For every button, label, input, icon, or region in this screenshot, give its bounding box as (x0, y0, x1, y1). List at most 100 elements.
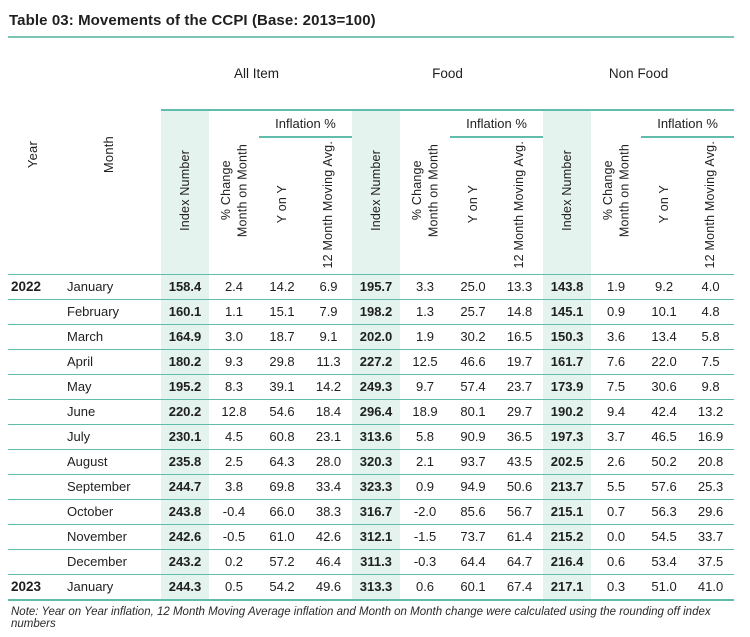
cell-food-index: 323.3 (352, 473, 401, 499)
cell-nonfood-index: 145.1 (543, 298, 592, 324)
cell-nonfood-mom: 7.6 (591, 348, 642, 374)
cell-all-mom: 3.0 (209, 323, 259, 349)
cell-food-yony: 46.6 (450, 348, 497, 374)
cell-nonfood-index: 217.1 (543, 573, 592, 600)
cell-all-avg: 28.0 (305, 448, 353, 474)
table-row: September 244.7 3.8 69.8 33.4 323.3 0.9 94.9 50.… (8, 473, 735, 499)
inflation-header-all-item: Inflation % (259, 109, 353, 138)
cell-food-index: 198.2 (352, 298, 401, 324)
cell-nonfood-yony: 53.4 (641, 548, 688, 574)
cell-all-index: 244.3 (161, 573, 209, 600)
cell-all-avg: 7.9 (305, 298, 353, 324)
cell-year (8, 323, 58, 349)
cell-nonfood-mom: 2.6 (591, 448, 642, 474)
cell-year (8, 548, 58, 574)
cell-food-mom: 5.8 (400, 423, 451, 449)
table-body: 2022 January 158.4 2.4 14.2 6.9 195.7 3.3 25.0 13… (8, 273, 735, 600)
cell-all-yony: 69.8 (259, 473, 305, 499)
cell-nonfood-avg: 29.6 (687, 498, 735, 524)
cell-nonfood-avg: 7.5 (687, 348, 735, 374)
cell-all-avg: 14.2 (305, 373, 353, 399)
cell-year (8, 298, 58, 324)
month-column-label: Month (101, 135, 117, 173)
cell-month: October (58, 498, 161, 524)
cell-year (8, 523, 58, 549)
cell-all-index: 220.2 (161, 398, 209, 424)
cell-nonfood-mom: 3.7 (591, 423, 642, 449)
cell-all-index: 242.6 (161, 523, 209, 549)
cell-all-avg: 6.9 (305, 273, 353, 299)
month-column-header: Month (58, 38, 161, 274)
table-row: April 180.2 9.3 29.8 11.3 227.2 12.5 46.6 19.7 16… (8, 348, 735, 374)
cell-all-yony: 54.6 (259, 398, 305, 424)
cell-nonfood-index: 190.2 (543, 398, 592, 424)
yony-header-food: Y on Y (465, 185, 480, 224)
cell-nonfood-yony: 51.0 (641, 573, 688, 600)
cell-all-yony: 66.0 (259, 498, 305, 524)
cell-all-yony: 60.8 (259, 423, 305, 449)
cell-all-avg: 33.4 (305, 473, 353, 499)
cell-nonfood-yony: 13.4 (641, 323, 688, 349)
cell-food-yony: 25.7 (450, 298, 497, 324)
cell-food-mom: 9.7 (400, 373, 451, 399)
group-header-food: Food (432, 66, 463, 81)
cell-nonfood-mom: 7.5 (591, 373, 642, 399)
index-number-header-non-food: Index Number (543, 109, 592, 274)
sub-header-row: Index Number % Change Month on Month Inf… (8, 109, 735, 274)
cell-year: 2023 (8, 573, 58, 600)
cell-month: March (58, 323, 161, 349)
cell-all-index: 244.7 (161, 473, 209, 499)
cell-food-index: 195.7 (352, 273, 401, 299)
moving-avg-header-non-food: 12 Month Moving Avg. (703, 140, 718, 268)
cell-all-index: 235.8 (161, 448, 209, 474)
cell-food-mom: 1.3 (400, 298, 451, 324)
cell-month: September (58, 473, 161, 499)
cell-nonfood-avg: 13.2 (687, 398, 735, 424)
cell-nonfood-yony: 9.2 (641, 273, 688, 299)
cell-nonfood-avg: 16.9 (687, 423, 735, 449)
cell-nonfood-avg: 9.8 (687, 373, 735, 399)
index-number-header-all-item: Index Number (161, 109, 209, 274)
cell-all-yony: 54.2 (259, 573, 305, 600)
cell-food-mom: -2.0 (400, 498, 451, 524)
cell-year (8, 398, 58, 424)
inflation-header-non-food: Inflation % (641, 109, 735, 138)
cell-all-avg: 46.4 (305, 548, 353, 574)
cell-food-yony: 25.0 (450, 273, 497, 299)
table-row: July 230.1 4.5 60.8 23.1 313.6 5.8 90.9 36.5 197.… (8, 423, 735, 449)
index-number-header-food: Index Number (352, 109, 401, 274)
cell-nonfood-index: 197.3 (543, 423, 592, 449)
cell-food-yony: 73.7 (450, 523, 497, 549)
cell-nonfood-mom: 0.0 (591, 523, 642, 549)
table-row: October 243.8 -0.4 66.0 38.3 316.7 -2.0 85.6 56.… (8, 498, 735, 524)
cell-all-mom: 1.1 (209, 298, 259, 324)
cell-food-mom: 0.6 (400, 573, 451, 600)
cell-nonfood-avg: 5.8 (687, 323, 735, 349)
inflation-header-food: Inflation % (450, 109, 544, 138)
cell-food-index: 312.1 (352, 523, 401, 549)
cell-food-yony: 80.1 (450, 398, 497, 424)
cell-nonfood-mom: 0.6 (591, 548, 642, 574)
cell-nonfood-mom: 0.3 (591, 573, 642, 600)
cell-food-yony: 57.4 (450, 373, 497, 399)
cell-month: January (58, 273, 161, 299)
cell-all-index: 180.2 (161, 348, 209, 374)
cell-all-avg: 23.1 (305, 423, 353, 449)
cell-nonfood-avg: 41.0 (687, 573, 735, 600)
cell-all-index: 243.2 (161, 548, 209, 574)
table-row: March 164.9 3.0 18.7 9.1 202.0 1.9 30.2 16.5 150.… (8, 323, 735, 349)
cell-nonfood-mom: 5.5 (591, 473, 642, 499)
cell-all-mom: 8.3 (209, 373, 259, 399)
footnote: Note: Year on Year inflation, 12 Month M… (11, 605, 711, 630)
cell-nonfood-mom: 1.9 (591, 273, 642, 299)
cell-food-avg: 16.5 (496, 323, 544, 349)
yony-header-non-food: Y on Y (656, 185, 671, 224)
cell-food-avg: 61.4 (496, 523, 544, 549)
cell-food-yony: 64.4 (450, 548, 497, 574)
cell-all-index: 164.9 (161, 323, 209, 349)
table-row: August 235.8 2.5 64.3 28.0 320.3 2.1 93.7 43.5 20… (8, 448, 735, 474)
cell-nonfood-index: 215.2 (543, 523, 592, 549)
cell-food-index: 311.3 (352, 548, 401, 574)
cell-food-index: 296.4 (352, 398, 401, 424)
